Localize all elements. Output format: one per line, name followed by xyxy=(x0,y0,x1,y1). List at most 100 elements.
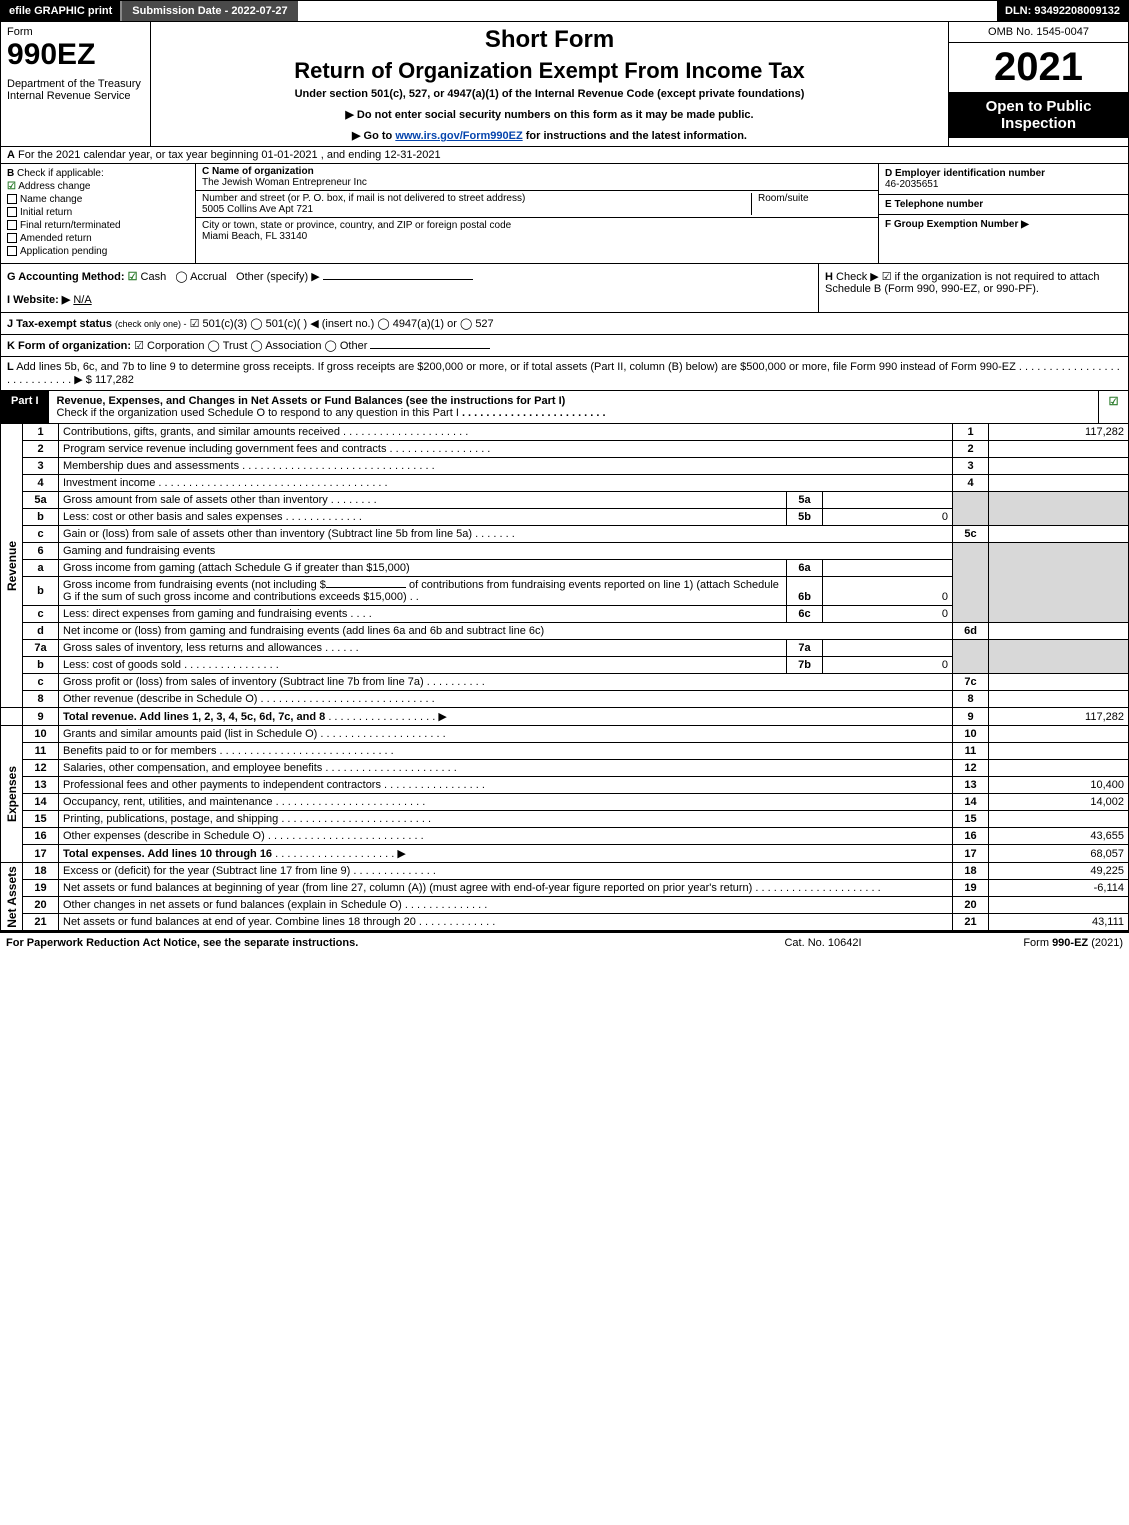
ln16-col: 16 xyxy=(953,828,989,845)
h-label: H xyxy=(825,271,833,283)
ln7b-num: b xyxy=(23,657,59,674)
ln19-col: 19 xyxy=(953,880,989,897)
l-arrow: ▶ $ xyxy=(74,374,92,386)
g-label: G Accounting Method: xyxy=(7,271,125,283)
ln1-num: 1 xyxy=(23,424,59,441)
ln1-col: 1 xyxy=(953,424,989,441)
shade-5ab-val xyxy=(989,492,1129,526)
l-label: L xyxy=(7,361,14,373)
ln20-num: 20 xyxy=(23,897,59,914)
g-cash-check[interactable]: ☑ xyxy=(128,271,138,283)
ln13-desc: Professional fees and other payments to … xyxy=(59,777,953,794)
label-b: B xyxy=(7,168,14,179)
ln5c-num: c xyxy=(23,526,59,543)
c-name-row: C Name of organization The Jewish Woman … xyxy=(196,164,878,191)
side-revenue-label: Revenue xyxy=(5,540,19,590)
efile-print-label[interactable]: efile GRAPHIC print xyxy=(1,1,120,21)
ln5c-col: 5c xyxy=(953,526,989,543)
street-label: Number and street (or P. O. box, if mail… xyxy=(202,193,747,204)
ln1-val: 117,282 xyxy=(989,424,1129,441)
ln3-desc: Membership dues and assessments . . . . … xyxy=(59,458,953,475)
ln21-val: 43,111 xyxy=(989,914,1129,931)
subtitle-section: Under section 501(c), 527, or 4947(a)(1)… xyxy=(159,88,940,100)
note-goto: ▶ Go to www.irs.gov/Form990EZ for instru… xyxy=(159,129,940,142)
row-h: H Check ▶ ☑ if the organization is not r… xyxy=(818,264,1128,312)
k-opts[interactable]: ☑ Corporation ◯ Trust ◯ Association ◯ Ot… xyxy=(134,340,367,352)
ln21-col: 21 xyxy=(953,914,989,931)
ln18-col: 18 xyxy=(953,863,989,880)
ln19-desc: Net assets or fund balances at beginning… xyxy=(59,880,953,897)
ln11-val xyxy=(989,743,1129,760)
chk-initial-return[interactable]: Initial return xyxy=(7,207,189,218)
ln8-val xyxy=(989,691,1129,708)
ln17-num: 17 xyxy=(23,845,59,863)
ln6-desc: Gaming and fundraising events xyxy=(59,543,953,560)
room-label: Room/suite xyxy=(758,193,872,204)
ln7a-subval xyxy=(823,640,953,657)
part1-scho-check[interactable]: ☑ xyxy=(1098,391,1128,423)
org-name: The Jewish Woman Entrepreneur Inc xyxy=(202,177,872,188)
ln11-col: 11 xyxy=(953,743,989,760)
ln15-desc: Printing, publications, postage, and shi… xyxy=(59,811,953,828)
g-accrual[interactable]: Accrual xyxy=(190,271,227,283)
page-footer: For Paperwork Reduction Act Notice, see … xyxy=(0,931,1129,953)
ln10-num: 10 xyxy=(23,726,59,743)
chk-label-3: Final return/terminated xyxy=(20,220,121,231)
l-amount: 117,282 xyxy=(95,374,134,386)
ln20-val xyxy=(989,897,1129,914)
ln16-num: 16 xyxy=(23,828,59,845)
part1-sub: Check if the organization used Schedule … xyxy=(57,407,459,419)
ln10-val xyxy=(989,726,1129,743)
omb-number: OMB No. 1545-0047 xyxy=(949,22,1128,43)
ln3-num: 3 xyxy=(23,458,59,475)
ln8-num: 8 xyxy=(23,691,59,708)
part1-tag: Part I xyxy=(1,391,49,423)
ln7a-num: 7a xyxy=(23,640,59,657)
ln5b-sublbl: 5b xyxy=(787,509,823,526)
chk-label-2: Initial return xyxy=(20,207,72,218)
ln7c-num: c xyxy=(23,674,59,691)
ln17-desc: Total expenses. Add lines 10 through 16 … xyxy=(59,845,953,863)
row-g: G Accounting Method: ☑ Cash ◯ Accrual Ot… xyxy=(1,264,818,312)
l-text: Add lines 5b, 6c, and 7b to line 9 to de… xyxy=(16,361,1016,373)
ln5a-desc: Gross amount from sale of assets other t… xyxy=(59,492,787,509)
e-telephone: E Telephone number xyxy=(879,195,1128,215)
ln6a-num: a xyxy=(23,560,59,577)
k-label: K Form of organization: xyxy=(7,340,131,352)
shade-7ab xyxy=(953,640,989,674)
ln15-col: 15 xyxy=(953,811,989,828)
ln6d-num: d xyxy=(23,623,59,640)
shade-6abc-val xyxy=(989,543,1129,623)
c-city-row: City or town, state or province, country… xyxy=(196,218,878,244)
g-other[interactable]: Other (specify) ▶ xyxy=(236,271,320,283)
ln9-col: 9 xyxy=(953,708,989,726)
header-mid: Short Form Return of Organization Exempt… xyxy=(151,22,948,146)
chk-final-return[interactable]: Final return/terminated xyxy=(7,220,189,231)
ln2-col: 2 xyxy=(953,441,989,458)
ln4-desc: Investment income . . . . . . . . . . . … xyxy=(59,475,953,492)
ln6-num: 6 xyxy=(23,543,59,560)
dln: DLN: 93492208009132 xyxy=(997,1,1128,21)
ln6d-val xyxy=(989,623,1129,640)
ln15-num: 15 xyxy=(23,811,59,828)
side-spacer-rev xyxy=(1,708,23,726)
chk-name-change[interactable]: Name change xyxy=(7,194,189,205)
ln2-val xyxy=(989,441,1129,458)
chk-amended-return[interactable]: Amended return xyxy=(7,233,189,244)
ln20-col: 20 xyxy=(953,897,989,914)
j-opts[interactable]: ☑ 501(c)(3) ◯ 501(c)( ) ◀ (insert no.) ◯… xyxy=(190,318,494,330)
label-a: A xyxy=(7,149,15,161)
chk-application-pending[interactable]: Application pending xyxy=(7,246,189,257)
c-name-label: C Name of organization xyxy=(202,166,872,177)
ln3-val xyxy=(989,458,1129,475)
ln21-desc: Net assets or fund balances at end of ye… xyxy=(59,914,953,931)
ln9-val: 117,282 xyxy=(989,708,1129,726)
chk-address-change[interactable]: ☑ Address change xyxy=(7,181,189,192)
irs-link[interactable]: www.irs.gov/Form990EZ xyxy=(395,130,522,142)
department: Department of the Treasury Internal Reve… xyxy=(7,78,144,102)
ln8-desc: Other revenue (describe in Schedule O) .… xyxy=(59,691,953,708)
ln7c-val xyxy=(989,674,1129,691)
info-grid: B Check if applicable: ☑ Address change … xyxy=(0,164,1129,264)
ln5b-num: b xyxy=(23,509,59,526)
form-label: Form xyxy=(7,26,144,38)
